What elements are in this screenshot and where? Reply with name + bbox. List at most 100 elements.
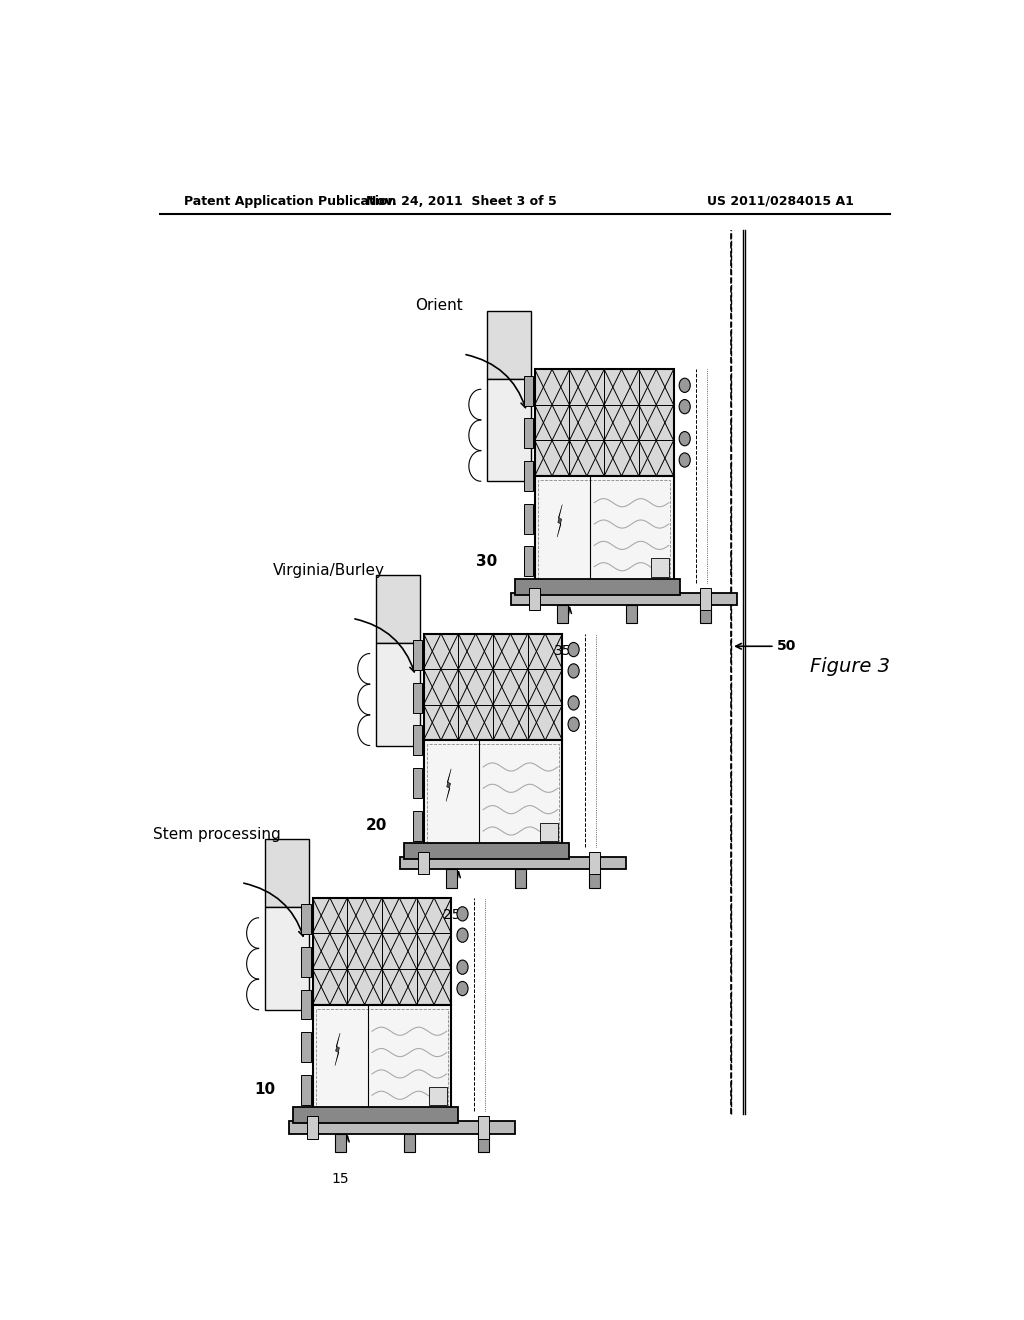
- Bar: [424, 741, 562, 847]
- Text: Stem processing: Stem processing: [154, 826, 282, 842]
- Bar: [535, 477, 674, 582]
- Circle shape: [457, 907, 468, 921]
- Bar: [301, 946, 311, 977]
- Polygon shape: [446, 768, 452, 801]
- Bar: [312, 898, 347, 933]
- Bar: [589, 870, 600, 887]
- Bar: [527, 705, 562, 741]
- Bar: [699, 605, 711, 623]
- Bar: [627, 605, 638, 623]
- Bar: [541, 822, 558, 841]
- Bar: [376, 576, 420, 643]
- Bar: [404, 1134, 416, 1152]
- Bar: [494, 634, 527, 669]
- Circle shape: [457, 960, 468, 974]
- Bar: [515, 578, 680, 595]
- Bar: [459, 634, 494, 669]
- Bar: [515, 870, 526, 887]
- Text: Nov. 24, 2011  Sheet 3 of 5: Nov. 24, 2011 Sheet 3 of 5: [366, 194, 557, 207]
- Bar: [417, 969, 452, 1005]
- Text: 10: 10: [254, 1082, 275, 1097]
- Circle shape: [568, 696, 580, 710]
- Bar: [529, 587, 541, 610]
- Circle shape: [457, 982, 468, 995]
- Bar: [604, 405, 639, 441]
- Bar: [427, 744, 559, 843]
- Bar: [477, 1117, 488, 1139]
- Bar: [639, 370, 674, 405]
- Bar: [301, 904, 311, 935]
- Bar: [527, 669, 562, 705]
- Bar: [569, 441, 604, 477]
- Text: Orient: Orient: [416, 298, 464, 313]
- Bar: [301, 1032, 311, 1063]
- Bar: [413, 726, 422, 755]
- Bar: [639, 441, 674, 477]
- Bar: [382, 933, 417, 969]
- Polygon shape: [335, 1034, 340, 1065]
- Polygon shape: [557, 504, 562, 537]
- Text: 25: 25: [442, 908, 460, 923]
- Text: 50: 50: [777, 639, 797, 653]
- Circle shape: [679, 400, 690, 413]
- Bar: [265, 840, 308, 907]
- Bar: [413, 682, 422, 713]
- Bar: [265, 907, 308, 1010]
- Bar: [413, 640, 422, 669]
- Bar: [523, 461, 534, 491]
- Bar: [487, 379, 530, 482]
- Bar: [651, 558, 669, 577]
- Circle shape: [568, 717, 580, 731]
- Bar: [538, 480, 671, 578]
- Bar: [535, 370, 569, 405]
- Circle shape: [679, 379, 690, 392]
- Bar: [424, 634, 459, 669]
- Bar: [301, 1074, 311, 1105]
- Text: 15: 15: [332, 1172, 349, 1187]
- Bar: [307, 1117, 318, 1139]
- Bar: [424, 705, 459, 741]
- Bar: [301, 990, 311, 1019]
- Bar: [459, 669, 494, 705]
- Bar: [569, 405, 604, 441]
- Bar: [459, 705, 494, 741]
- Bar: [569, 370, 604, 405]
- Bar: [312, 1005, 452, 1111]
- Bar: [699, 587, 711, 610]
- Bar: [487, 310, 530, 379]
- Bar: [293, 1107, 458, 1123]
- Bar: [417, 898, 452, 933]
- Text: 30: 30: [476, 554, 498, 569]
- Text: US 2011/0284015 A1: US 2011/0284015 A1: [708, 194, 854, 207]
- Bar: [604, 441, 639, 477]
- Bar: [289, 1122, 515, 1134]
- Bar: [445, 870, 457, 887]
- Bar: [399, 857, 626, 870]
- Bar: [604, 370, 639, 405]
- Bar: [589, 853, 600, 874]
- Circle shape: [679, 453, 690, 467]
- Bar: [312, 898, 452, 1005]
- Bar: [417, 933, 452, 969]
- Bar: [347, 969, 382, 1005]
- Bar: [523, 376, 534, 405]
- Bar: [535, 441, 569, 477]
- Bar: [424, 634, 562, 741]
- Circle shape: [568, 664, 580, 678]
- Bar: [347, 933, 382, 969]
- Bar: [403, 843, 569, 859]
- Bar: [413, 810, 422, 841]
- Bar: [335, 1134, 346, 1152]
- Bar: [511, 593, 737, 605]
- Bar: [429, 1086, 446, 1105]
- Bar: [527, 634, 562, 669]
- Bar: [494, 669, 527, 705]
- Bar: [347, 898, 382, 933]
- Bar: [382, 969, 417, 1005]
- Bar: [639, 405, 674, 441]
- Bar: [315, 1008, 449, 1107]
- Bar: [477, 1134, 488, 1152]
- Circle shape: [679, 432, 690, 446]
- Circle shape: [457, 928, 468, 942]
- Bar: [523, 418, 534, 449]
